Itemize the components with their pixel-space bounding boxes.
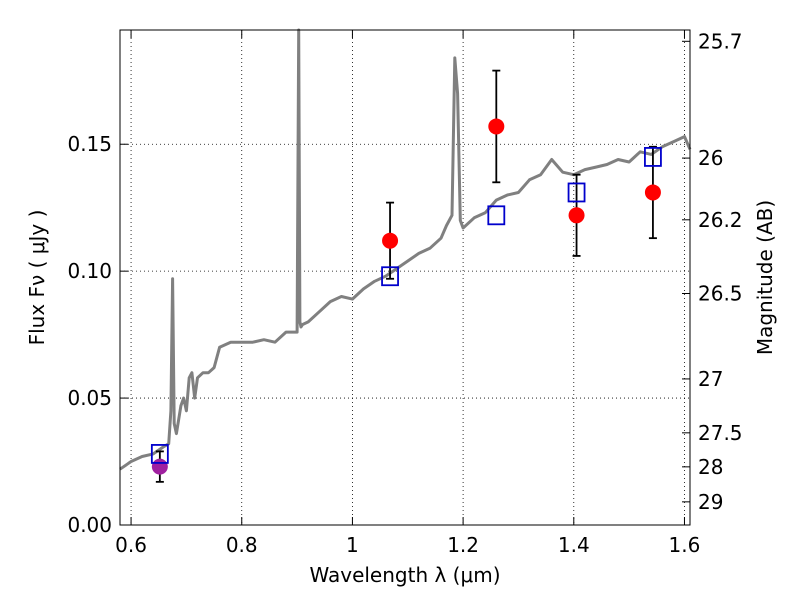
mag-tick-label: 27.5 — [698, 421, 743, 445]
x-tick-label: 0.8 — [226, 533, 258, 557]
grid-lines — [120, 30, 690, 526]
mag-tick-label: 26.2 — [698, 208, 743, 232]
observed-points — [151, 118, 661, 475]
x-tick-label: 1 — [346, 533, 359, 557]
x-tick-label: 1.6 — [669, 533, 701, 557]
model-point — [644, 147, 662, 167]
model-point — [567, 182, 586, 203]
x-tick-label: 1.2 — [447, 533, 479, 557]
mag-tick-label: 25.7 — [698, 29, 743, 53]
error-bars — [155, 69, 657, 483]
observed-point — [382, 232, 399, 249]
model-point — [487, 205, 506, 226]
x-tick-label: 1.4 — [558, 533, 590, 557]
mag-tick-label: 27 — [698, 367, 723, 391]
model-point — [150, 444, 169, 464]
axis-ticks: 0.6 0.8 1 1.2 1.4 1.6 0.00 0.05 0.10 0.15 25.7 26 26… — [67, 29, 742, 557]
y-tick-label: 0.10 — [67, 259, 112, 283]
y2-axis-label: Magnitude (AB) — [753, 200, 777, 355]
y-tick-label: 0.00 — [67, 513, 112, 537]
model-points — [150, 147, 662, 464]
observed-point — [151, 458, 168, 475]
mag-tick-label: 29 — [698, 490, 723, 514]
x-axis-label: Wavelength λ (μm) — [309, 563, 500, 587]
mag-tick-label: 26.5 — [698, 281, 743, 305]
y-tick-label: 0.05 — [67, 386, 112, 410]
observed-point — [568, 207, 585, 224]
plot-frame — [119, 29, 691, 526]
observed-point — [644, 184, 661, 201]
mag-tick-label: 26 — [698, 146, 723, 170]
y-tick-label: 0.15 — [67, 132, 112, 156]
model-point — [381, 266, 399, 287]
y-axis-label: Flux Fν ( μJy ) — [25, 210, 49, 346]
spectrum-line — [119, 28, 692, 471]
observed-point — [488, 118, 505, 135]
spectrum-layer — [119, 28, 692, 471]
x-tick-label: 0.6 — [115, 533, 147, 557]
mag-tick-label: 28 — [698, 455, 723, 479]
